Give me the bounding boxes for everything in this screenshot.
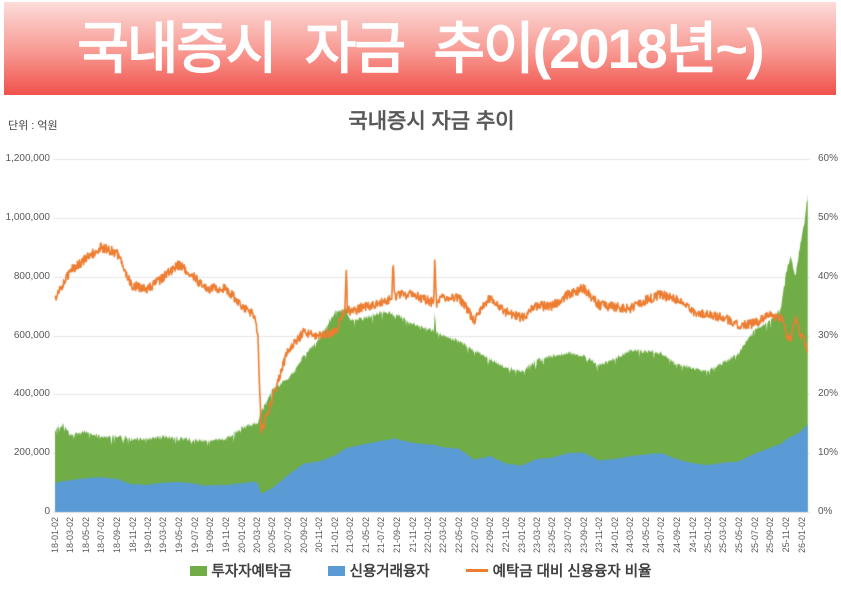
y-left-tick-label: 200,000 <box>13 447 50 459</box>
ratio-line-swatch-icon <box>465 569 488 572</box>
x-tick-label: 21-07-02 <box>376 517 387 554</box>
y-right-tick-label: 0% <box>818 506 833 517</box>
x-tick-label: 25-01-02 <box>703 517 714 554</box>
y-right-tick-label: 50% <box>818 211 839 223</box>
y-left-tick-label: 1,200,000 <box>5 153 51 164</box>
x-tick-label: 24-03-02 <box>625 517 636 554</box>
x-tick-label: 25-03-02 <box>718 517 729 554</box>
legend-label-ratio: 예탁금 대비 신용융자 비율 <box>492 564 652 580</box>
x-tick-label: 23-09-02 <box>578 517 589 554</box>
y-left-tick-label: 0 <box>44 506 50 517</box>
x-tick-label: 26-01-02 <box>796 517 807 554</box>
y-left-tick-label: 600,000 <box>13 329 50 341</box>
x-tick-label: 19-11-02 <box>220 517 231 553</box>
y-right-tick-label: 20% <box>818 388 839 400</box>
x-tick-label: 22-03-02 <box>438 517 449 554</box>
credit-swatch-icon <box>327 565 345 576</box>
y-left-tick-label: 800,000 <box>13 270 50 282</box>
x-tick-label: 18-03-02 <box>65 517 76 554</box>
x-tick-label: 23-05-02 <box>547 517 558 554</box>
x-tick-label: 23-03-02 <box>531 517 542 554</box>
x-tick-label: 20-01-02 <box>236 517 247 554</box>
x-tick-label: 19-03-02 <box>158 517 169 554</box>
x-tick-label: 20-09-02 <box>298 517 309 554</box>
x-tick-label: 21-11-02 <box>407 517 418 553</box>
banner-title: 국내증시 자금 추이(2018년~) <box>77 17 764 80</box>
x-tick-label: 22-07-02 <box>469 517 480 554</box>
x-tick-label: 21-09-02 <box>392 517 403 554</box>
legend-item-ratio: 예탁금 대비 신용융자 비율 <box>465 560 652 581</box>
x-tick-label: 24-07-02 <box>656 517 667 554</box>
x-tick-label: 25-11-02 <box>781 517 792 553</box>
x-tick-label: 18-01-02 <box>50 517 60 554</box>
x-tick-label: 22-09-02 <box>485 517 496 554</box>
x-tick-label: 18-11-02 <box>127 517 138 553</box>
y-right-tick-label: 40% <box>818 270 839 282</box>
x-tick-label: 20-03-02 <box>251 517 262 554</box>
deposits-swatch-icon <box>189 565 207 576</box>
x-tick-label: 23-11-02 <box>594 517 605 553</box>
x-tick-label: 19-01-02 <box>143 517 154 554</box>
y-left-tick-label: 1,000,000 <box>5 211 51 223</box>
x-tick-label: 23-07-02 <box>562 517 573 554</box>
x-tick-label: 22-11-02 <box>500 517 511 553</box>
legend-item-credit: 신용거래융자 <box>327 560 430 581</box>
y-right-tick-label: 30% <box>818 329 839 341</box>
x-tick-label: 25-09-02 <box>765 517 776 554</box>
x-tick-label: 25-05-02 <box>734 517 744 554</box>
x-tick-label: 24-05-02 <box>640 517 651 554</box>
x-tick-label: 24-09-02 <box>672 517 683 554</box>
y-right-tick-label: 60% <box>818 153 839 164</box>
chart-legend: 투자자예탁금 신용거래융자 예탁금 대비 신용융자 비율 <box>0 560 841 581</box>
x-tick-label: 19-09-02 <box>205 517 216 554</box>
x-tick-label: 25-07-02 <box>749 517 760 554</box>
x-tick-label: 20-07-02 <box>283 517 294 554</box>
banner: 국내증시 자금 추이(2018년~) <box>4 2 836 95</box>
x-tick-label: 19-05-02 <box>173 517 184 554</box>
chart-title: 국내증시 자금 추이 <box>348 110 515 133</box>
x-tick-label: 21-03-02 <box>345 517 356 554</box>
x-tick-label: 18-05-02 <box>80 517 91 554</box>
x-tick-label: 20-11-02 <box>314 517 325 553</box>
x-tick-label: 22-01-02 <box>423 517 434 554</box>
x-tick-label: 21-01-02 <box>330 517 341 554</box>
x-tick-label: 21-05-02 <box>360 517 371 554</box>
y-right-tick-label: 10% <box>818 447 839 459</box>
x-tick-label: 24-11-02 <box>687 517 698 553</box>
y-left-tick-label: 400,000 <box>13 388 50 400</box>
unit-label: 단위 : 억원 <box>8 120 58 132</box>
x-tick-label: 18-09-02 <box>112 517 123 554</box>
legend-item-deposits: 투자자예탁금 <box>189 560 292 581</box>
legend-label-deposits: 투자자예탁금 <box>211 564 292 580</box>
x-tick-label: 24-01-02 <box>609 517 620 554</box>
x-tick-label: 22-05-02 <box>453 517 464 554</box>
x-tick-label: 18-07-02 <box>96 517 107 554</box>
x-tick-label: 20-05-02 <box>267 517 278 554</box>
x-tick-label: 19-07-02 <box>189 517 200 554</box>
x-tick-label: 23-01-02 <box>516 517 527 554</box>
legend-label-credit: 신용거래융자 <box>349 564 430 580</box>
